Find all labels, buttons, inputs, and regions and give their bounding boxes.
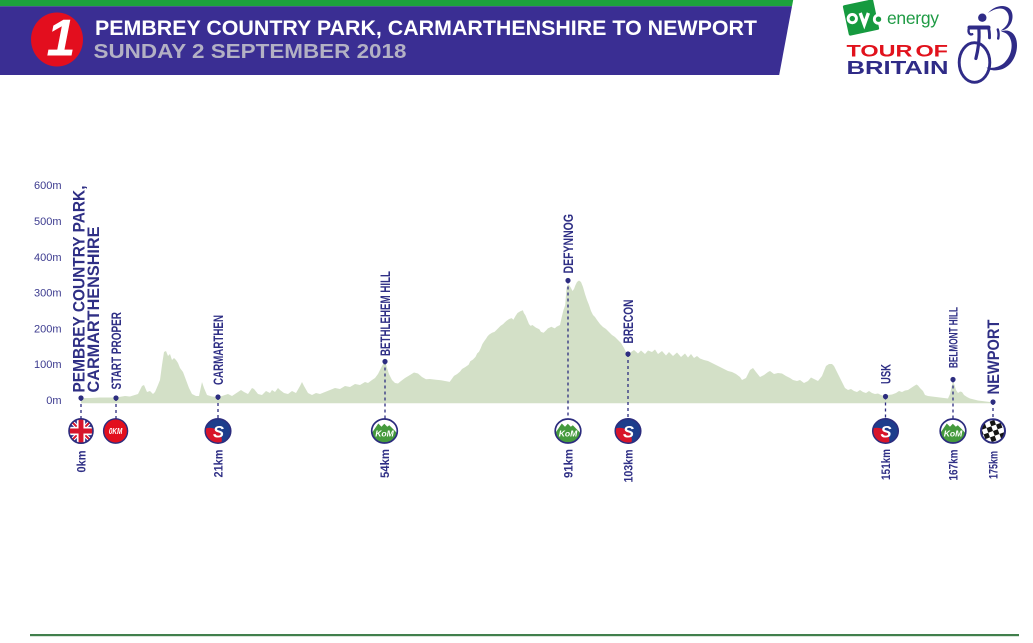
svg-text:PEMBREY COUNTRY PARK, CARMARTH: PEMBREY COUNTRY PARK, CARMARTHENSHIRE TO… — [95, 16, 757, 40]
svg-text:KoM: KoM — [375, 428, 394, 438]
svg-text:103km: 103km — [623, 450, 635, 483]
svg-text:DEFYNNOG: DEFYNNOG — [561, 214, 576, 274]
svg-text:BRECON: BRECON — [621, 300, 636, 344]
svg-text:167km: 167km — [948, 450, 960, 481]
svg-text:0m: 0m — [46, 395, 61, 407]
svg-text:100m: 100m — [34, 359, 62, 371]
svg-text:500m: 500m — [34, 216, 62, 228]
svg-text:175km: 175km — [988, 451, 1000, 479]
svg-text:400m: 400m — [34, 252, 62, 264]
svg-text:0KM: 0KM — [109, 427, 123, 436]
svg-text:BRITAIN: BRITAIN — [847, 57, 949, 78]
svg-text:KoM: KoM — [944, 428, 963, 438]
svg-text:SUNDAY 2 SEPTEMBER 2018: SUNDAY 2 SEPTEMBER 2018 — [94, 40, 407, 63]
svg-text:91km: 91km — [563, 449, 575, 478]
svg-text:CARMARTHENSHIRE: CARMARTHENSHIRE — [84, 227, 103, 393]
svg-text:USK: USK — [878, 364, 893, 384]
svg-text:BELMONT HILL: BELMONT HILL — [946, 307, 960, 368]
svg-text:0km: 0km — [76, 451, 88, 473]
svg-text:PEMBREY COUNTRY PARK,: PEMBREY COUNTRY PARK, — [69, 186, 88, 393]
svg-text:300m: 300m — [34, 288, 62, 300]
svg-text:200m: 200m — [34, 323, 62, 335]
svg-text:BETHLEHEM HILL: BETHLEHEM HILL — [378, 271, 393, 356]
svg-text:21km: 21km — [213, 450, 225, 478]
svg-text:energy: energy — [887, 8, 939, 28]
svg-text:START PROPER: START PROPER — [109, 312, 124, 390]
svg-text:TOUR OF: TOUR OF — [847, 43, 949, 61]
svg-text:151km: 151km — [881, 449, 893, 480]
svg-text:KoM: KoM — [559, 428, 578, 438]
svg-text:S: S — [623, 423, 634, 441]
svg-text:54km: 54km — [380, 449, 392, 478]
svg-text:S: S — [880, 423, 891, 441]
svg-text:600m: 600m — [34, 180, 62, 192]
svg-text:CARMARTHEN: CARMARTHEN — [211, 315, 226, 385]
svg-text:1: 1 — [47, 10, 76, 68]
svg-text:S: S — [213, 423, 224, 441]
svg-text:NEWPORT: NEWPORT — [984, 319, 1003, 395]
